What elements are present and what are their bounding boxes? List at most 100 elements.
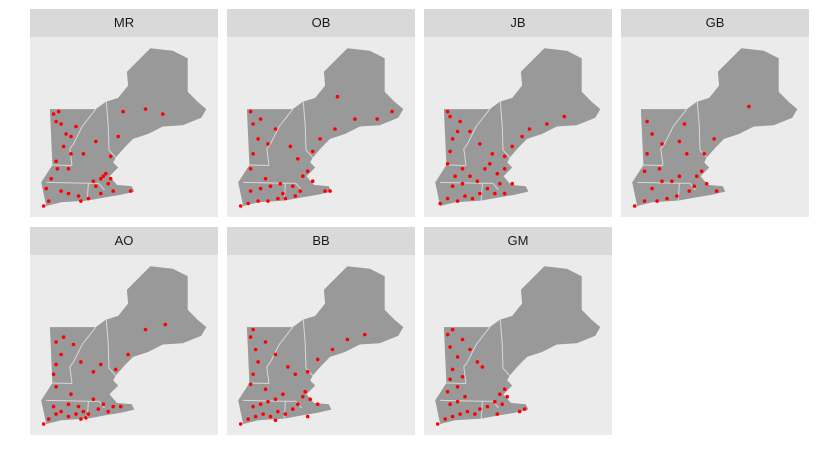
observation-point bbox=[465, 409, 470, 414]
observation-point bbox=[248, 109, 253, 114]
observation-point bbox=[41, 422, 46, 426]
observation-point bbox=[660, 142, 664, 146]
observation-point bbox=[59, 352, 63, 357]
observation-point bbox=[363, 332, 367, 337]
observation-point bbox=[702, 152, 706, 156]
observation-point bbox=[677, 174, 682, 178]
observation-point bbox=[495, 171, 500, 176]
observation-point bbox=[455, 399, 460, 404]
observation-point bbox=[450, 327, 455, 332]
observation-point bbox=[66, 191, 71, 196]
observation-point bbox=[54, 362, 58, 367]
observation-point bbox=[143, 107, 148, 111]
observation-point bbox=[84, 416, 88, 420]
state-border bbox=[249, 164, 270, 166]
observation-point bbox=[460, 181, 465, 186]
observation-point bbox=[448, 402, 452, 406]
observation-point bbox=[79, 417, 83, 421]
state-border bbox=[249, 382, 270, 384]
observation-point bbox=[261, 412, 265, 416]
state-border bbox=[480, 183, 483, 201]
observation-point bbox=[51, 372, 56, 377]
observation-point bbox=[263, 340, 268, 344]
observation-point bbox=[59, 189, 63, 193]
new-england-map bbox=[632, 48, 798, 208]
observation-point bbox=[251, 404, 255, 409]
state-border bbox=[46, 181, 105, 191]
observation-point bbox=[445, 109, 450, 114]
observation-point bbox=[291, 184, 295, 188]
map-panel bbox=[227, 255, 415, 435]
observation-point bbox=[305, 169, 310, 173]
observation-point bbox=[66, 167, 71, 171]
facet-strip: GM bbox=[424, 227, 612, 255]
observation-point bbox=[657, 167, 662, 171]
observation-point bbox=[276, 409, 280, 414]
observation-point bbox=[502, 167, 507, 171]
observation-point bbox=[498, 181, 502, 186]
observation-point bbox=[59, 122, 63, 126]
observation-point bbox=[283, 196, 288, 201]
state-border bbox=[52, 164, 73, 166]
observation-point bbox=[498, 392, 502, 396]
new-england-map bbox=[435, 266, 601, 426]
observation-point bbox=[108, 154, 113, 159]
observation-point bbox=[645, 152, 649, 156]
observation-point bbox=[128, 189, 133, 193]
new-england-landmass bbox=[41, 48, 207, 207]
state-border bbox=[243, 181, 302, 191]
facet-strip: MR bbox=[30, 9, 218, 37]
observation-point bbox=[76, 404, 81, 409]
observation-point bbox=[268, 414, 273, 419]
observation-point bbox=[248, 167, 253, 171]
observation-point bbox=[91, 370, 96, 374]
observation-point bbox=[438, 201, 442, 206]
observation-point bbox=[99, 362, 103, 367]
map-panel bbox=[424, 37, 612, 217]
observation-point bbox=[263, 176, 268, 181]
observation-point bbox=[293, 194, 298, 198]
observation-point bbox=[291, 407, 295, 411]
new-england-landmass bbox=[632, 48, 798, 207]
map-panel bbox=[30, 255, 218, 435]
observation-point bbox=[69, 392, 73, 396]
observation-point bbox=[345, 337, 350, 342]
observation-point bbox=[286, 365, 290, 369]
observation-point bbox=[677, 139, 682, 144]
observation-point bbox=[81, 409, 86, 414]
state-border bbox=[440, 399, 499, 409]
observation-point bbox=[296, 402, 300, 406]
observation-point bbox=[253, 414, 258, 419]
facet-strip: OB bbox=[227, 9, 415, 37]
new-england-map bbox=[41, 266, 207, 426]
observation-point bbox=[305, 414, 310, 419]
map-panel bbox=[30, 37, 218, 217]
observation-point bbox=[450, 414, 455, 419]
observation-point bbox=[502, 154, 507, 159]
observation-point bbox=[502, 191, 507, 196]
observation-point bbox=[288, 144, 293, 149]
new-england-landmass bbox=[435, 266, 601, 424]
observation-point bbox=[276, 196, 280, 201]
observation-point bbox=[71, 342, 76, 347]
observation-point bbox=[99, 176, 103, 181]
observation-point bbox=[256, 360, 260, 364]
observation-point bbox=[266, 142, 270, 146]
observation-point bbox=[41, 204, 46, 208]
observation-point bbox=[714, 189, 719, 193]
observation-point bbox=[273, 352, 278, 357]
observation-point bbox=[450, 367, 455, 372]
state-border bbox=[660, 108, 688, 166]
observation-point bbox=[251, 327, 255, 332]
facet-gm: GM bbox=[424, 227, 612, 435]
observation-point bbox=[485, 186, 490, 191]
observation-point bbox=[695, 174, 699, 178]
observation-point bbox=[490, 152, 495, 156]
observation-point bbox=[49, 176, 53, 181]
observation-point bbox=[328, 189, 332, 193]
facet-label: GB bbox=[705, 15, 725, 30]
observation-point bbox=[266, 199, 270, 203]
observation-point bbox=[675, 194, 679, 198]
new-england-map bbox=[238, 48, 404, 208]
observation-point bbox=[126, 352, 130, 357]
